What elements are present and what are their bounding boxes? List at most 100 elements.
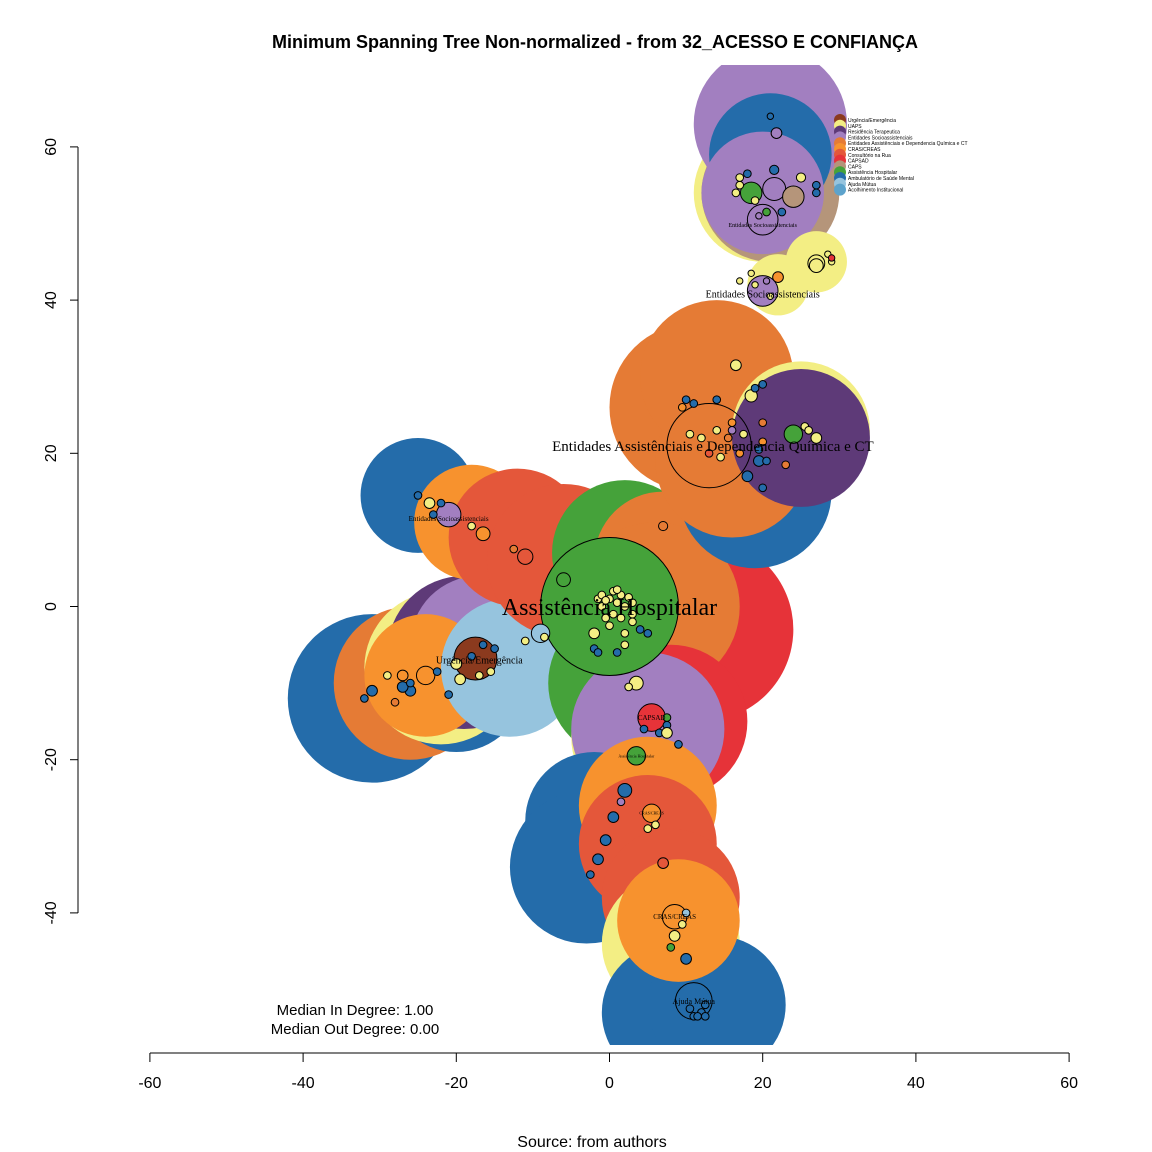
y-axis: -40 -20 0 20 40 60 [43,138,79,924]
y-tick-label: 40 [43,291,60,309]
graph-node [700,1011,710,1021]
graph-node [474,671,484,680]
graph-node [736,277,744,285]
graph-node [704,448,714,458]
graph-node [804,425,813,435]
node-label: CRAS/CREAS [639,811,663,816]
graph-node [808,258,824,274]
graph-node [769,164,780,175]
legend-item-label: CRAS/CREAS [848,147,881,153]
x-tick-label: 40 [907,1075,925,1092]
graph-node [731,188,741,198]
graph-node [366,684,378,697]
graph-node [741,470,754,483]
graph-node [609,609,618,619]
graph-node [782,185,805,208]
graph-node [588,627,601,640]
legend-swatch [834,183,846,196]
graph-node [540,632,549,642]
graph-node [762,207,771,217]
graph-node [643,628,653,638]
graph-node [396,669,409,682]
graph-node [693,1011,702,1021]
x-tick-label: -60 [138,1075,161,1092]
community-halo [617,859,740,982]
graph-node [607,811,620,824]
graph-node [772,271,784,283]
y-tick-label: 0 [43,602,60,611]
graph-node [770,127,783,139]
graph-node [811,188,821,198]
y-tick-label: -20 [43,748,60,771]
graph-node [406,678,415,688]
node-label: Entidades Socioassistenciais [728,223,797,229]
graph-node [617,782,633,798]
graph-node [735,173,745,182]
graph-node [658,520,669,532]
graph-node [540,537,679,676]
graph-node [746,203,779,236]
graph-node [657,857,669,869]
legend-item-label: Consultório na Rua [848,153,891,159]
legend-item-label: Ambulatório de Saúde Mental [848,176,914,182]
graph-node [616,797,626,807]
node-label-layer: Assistência Hospitalar Entidades Assistên… [409,223,874,1006]
graph-node [662,713,672,722]
node-layer [360,112,836,1021]
graph-node [766,292,775,300]
x-axis: -60 -40 -20 0 20 40 60 [138,1052,1078,1092]
graph-node [432,667,442,676]
x-ticks: -60 -40 -20 0 20 40 60 [138,1053,1078,1092]
graph-node [783,424,804,444]
graph-node [620,628,630,638]
graph-node [674,740,683,749]
graph-node [509,544,519,554]
x-tick-label: 0 [605,1075,614,1092]
graph-node [450,658,463,670]
legend-item-label: Assistência Hospitalar [848,170,898,176]
node-label: Assistência Hospitalar [502,595,717,621]
graph-node [762,456,771,466]
node-label: Entidades Assistênciais e Dependencia Qu… [552,439,874,455]
graph-node [467,651,476,661]
chart-title: Minimum Spanning Tree Non-normalized - f… [272,32,918,52]
graph-node [766,112,775,120]
graph-node [517,548,534,565]
y-tick-label: 20 [43,444,60,462]
graph-node [612,598,622,607]
graph-node [612,648,622,657]
graph-node [475,526,491,542]
graph-node [597,602,607,611]
graph-node [639,724,649,734]
graph-node [428,510,438,519]
graph-node [467,521,476,531]
graph-node [624,682,633,692]
graph-node [486,667,496,676]
graph-node [735,180,745,190]
legend-item-label: Urgência/Emergência [848,118,896,124]
graph-node [586,870,595,879]
graph-node [616,613,626,623]
graph-node [811,180,821,190]
graph-node [677,403,687,412]
graph-node [390,697,400,707]
graph-node [762,277,771,285]
graph-node [612,585,622,594]
graph-node [827,254,836,262]
node-label: CRAS/CREAS [653,913,696,921]
graph-node [716,452,725,462]
graph-node [750,196,760,205]
graph-node [743,169,752,179]
graph-node [454,673,466,686]
graph-node [723,433,733,443]
graph-node [478,640,488,650]
node-label: CAPSAD [638,714,666,722]
graph-node [685,429,695,439]
y-ticks: -40 -20 0 20 40 60 [43,138,78,924]
legend-item-label: CAPSAD [848,159,869,165]
graph-node [601,613,610,623]
graph-node [635,625,645,634]
graph-node [681,395,691,405]
